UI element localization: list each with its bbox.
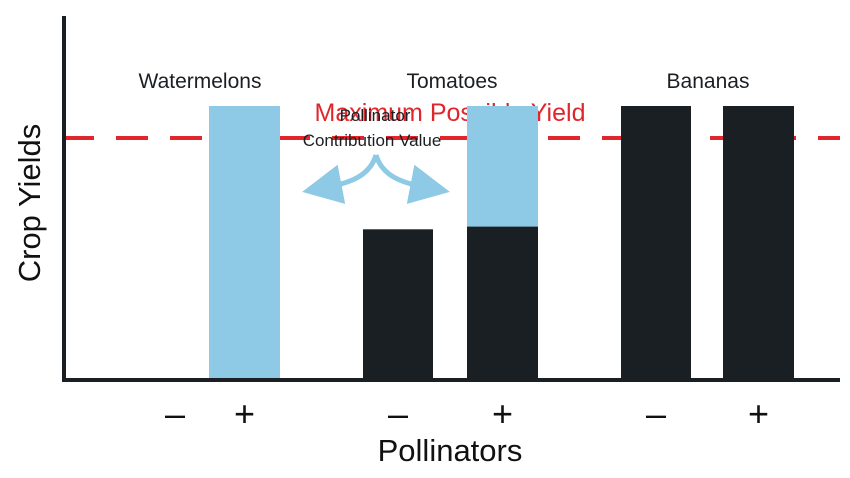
bar-bananas-minus-base — [621, 106, 691, 380]
annotation-line-1: Pollinator — [340, 106, 411, 125]
bar-watermelons-plus-pollinator-contribution — [209, 106, 280, 380]
tick-label-bananas-plus: + — [748, 393, 769, 434]
bars-layer — [209, 106, 794, 380]
tick-label-watermelons-minus: – — [165, 393, 185, 434]
y-axis-title: Crop Yields — [12, 124, 47, 283]
group-label-tomatoes: Tomatoes — [406, 70, 497, 93]
annotation-line-2: Contribution Value — [303, 131, 442, 150]
annotation-arrow-left — [302, 154, 379, 204]
tick-label-bananas-minus: – — [646, 393, 666, 434]
group-label-watermelons: Watermelons — [139, 70, 262, 93]
tick-labels-layer: – + – + – + — [165, 393, 769, 434]
tick-label-watermelons-plus: + — [234, 393, 255, 434]
max-yield-label: Maximum Possible Yield — [315, 99, 586, 127]
tick-label-tomatoes-minus: – — [388, 393, 408, 434]
bar-tomatoes-plus-base — [467, 226, 538, 380]
annotation-arrow-right — [373, 154, 450, 204]
group-label-bananas: Bananas — [667, 70, 750, 93]
bar-bananas-plus-base — [723, 106, 794, 380]
x-axis-title: Pollinators — [378, 433, 523, 468]
bar-tomatoes-plus-pollinator-contribution — [467, 106, 538, 227]
bar-tomatoes-minus-base — [363, 229, 433, 380]
tick-label-tomatoes-plus: + — [492, 393, 513, 434]
